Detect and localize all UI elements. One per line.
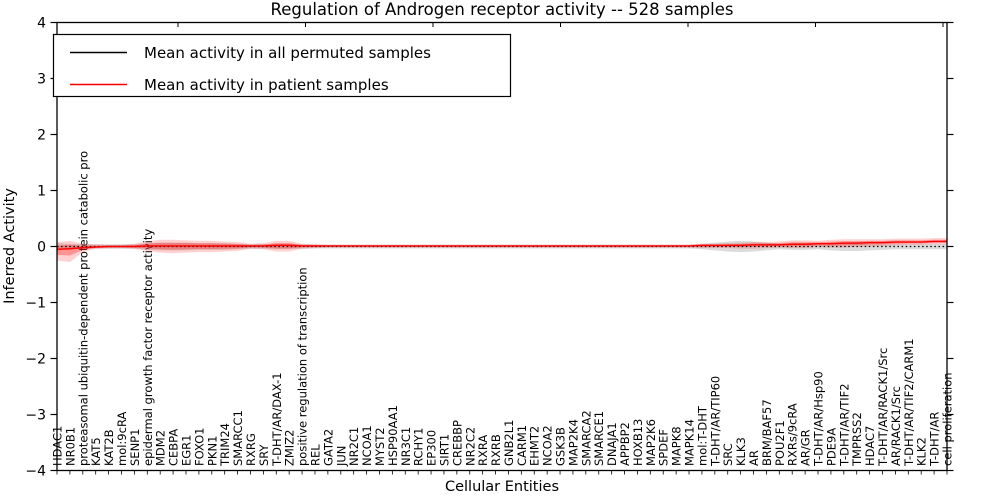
x-tick-label: T-DHT/AR/TIP60: [708, 376, 722, 467]
y-tick-label: −2: [25, 352, 46, 368]
x-tick-label: AR: [747, 450, 761, 466]
axis-ticks-group: −4 −3 −2 −1 0 1 2 3 4: [25, 16, 954, 480]
y-tick-label: −3: [25, 408, 46, 424]
legend: Mean activity in all permuted samples Me…: [52, 33, 512, 98]
x-tick-label: ZMIZ2: [283, 430, 297, 466]
patient-std-band-outer: [57, 238, 947, 263]
chart-title: Regulation of Androgen receptor activity…: [271, 0, 734, 19]
x-tick-label: GNB2L1: [502, 420, 516, 466]
x-tick-label: positive regulation of transcription: [296, 267, 310, 466]
x-tick-label: AR/GR: [799, 429, 813, 466]
x-tick-label: MYST2: [373, 427, 387, 466]
x-tick-label: REL: [308, 444, 322, 466]
x-tick-label: mol:9cRA: [115, 412, 129, 466]
x-tick-label: KLK3: [734, 437, 748, 466]
x-tick-label: NCOA1: [360, 425, 374, 466]
patient-std-band-inner: [57, 239, 947, 256]
x-tick-label: SRC: [721, 443, 735, 466]
x-tick-label: CARM1: [515, 425, 529, 466]
x-tick-label: SIRT1: [437, 434, 451, 466]
x-tick-label: RXRA: [476, 435, 490, 466]
x-tick-label: EHMT2: [528, 426, 542, 466]
x-tick-label: HDAC7: [863, 426, 877, 466]
legend-permuted-label: Mean activity in all permuted samples: [144, 44, 431, 62]
y-tick-label: 2: [37, 128, 46, 144]
x-tick-label: NR2C1: [347, 427, 361, 466]
y-tick-label: 1: [37, 184, 46, 200]
y-tick-label: 3: [37, 72, 46, 88]
x-tick-label: CEBPA: [167, 429, 181, 466]
x-tick-label: NR3C1: [399, 427, 413, 466]
x-tick-label: GSK3B: [554, 427, 568, 466]
x-tick-label: PDE9A: [824, 428, 838, 466]
x-tick-label: T-DHT/AR/TIF2/CARM1: [902, 338, 916, 467]
x-tick-label: RXRB: [489, 434, 503, 466]
x-tick-label: RXRG: [244, 433, 258, 466]
x-tick-label: KAT5: [89, 437, 103, 466]
x-tick-label: NR2C2: [463, 427, 477, 466]
x-tick-label: SPDEF: [657, 429, 671, 466]
x-tick-label: epidermal growth factor receptor activit…: [141, 229, 155, 466]
x-tick-label: PKN1: [205, 436, 219, 466]
x-tick-label: GATA2: [321, 429, 335, 466]
x-tick-label: BRM/BAF57: [760, 399, 774, 466]
x-tick-label: SRY: [257, 443, 271, 466]
x-tick-label: JUN: [334, 446, 348, 467]
legend-box: [52, 33, 512, 98]
x-tick-label: MAPK14: [683, 419, 697, 466]
patient-mean-line: [56, 240, 947, 250]
y-tick-label: −4: [25, 464, 46, 480]
x-tick-label: HSP90AA1: [386, 405, 400, 466]
x-tick-label: HOXB13: [631, 419, 645, 466]
x-tick-label: mol:T-DHT: [695, 405, 709, 466]
x-tick-label: AR/RACK1/Src: [889, 386, 903, 466]
mean-lines-group: [56, 240, 947, 250]
x-tick-label: CREBBP: [450, 420, 464, 466]
x-tick-label: NR0B1: [63, 427, 77, 466]
x-tick-label: T-DHT/AR/Hsp90: [812, 371, 826, 467]
x-tick-label: MDM2: [154, 430, 168, 466]
x-tick-label: NCOA2: [541, 425, 555, 466]
x-axis-label: Cellular Entities: [445, 479, 559, 495]
x-tick-label: MAPK8: [670, 426, 684, 466]
x-tick-label: FOXO1: [192, 428, 206, 466]
x-tick-label: TMPRSS2: [850, 412, 864, 467]
x-tick-label: DNAJA1: [605, 422, 619, 466]
y-tick-label: −1: [25, 296, 46, 312]
x-tick-label: T-DHT/AR/RACK1/Src: [876, 348, 890, 467]
x-tick-label: T-DHT/AR/TIF2: [837, 383, 851, 467]
x-tick-label: EGR1: [179, 435, 193, 467]
x-tick-label: TRIM24: [218, 423, 232, 467]
y-tick-label: 0: [37, 240, 46, 256]
x-tick-label: MAP2K4: [566, 419, 580, 466]
x-tick-label: MAP2K6: [644, 419, 658, 466]
x-tick-label: proteasomal ubiquitin-dependent protein …: [76, 151, 90, 466]
x-tick-label: SENP1: [128, 429, 142, 466]
x-tick-label: T-DHT/AR/DAX-1: [270, 372, 284, 467]
x-tick-label: RCHY1: [412, 428, 426, 466]
x-tick-label: EP300: [425, 430, 439, 466]
legend-patient-label: Mean activity in patient samples: [144, 76, 389, 94]
y-axis-label: Inferred Activity: [2, 188, 18, 304]
x-tick-label: SMARCC1: [231, 410, 245, 466]
x-tick-label: RXRs/9cRA: [786, 403, 800, 466]
x-tick-label: KAT2B: [102, 429, 116, 466]
x-tick-label: SMARCE1: [592, 411, 606, 466]
x-tick-label: SMARCA2: [579, 410, 593, 466]
x-tick-label: KLK2: [915, 437, 929, 466]
y-tick-label: 4: [37, 16, 46, 32]
x-tick-label: T-DHT/AR: [928, 412, 942, 467]
x-tick-label: POU2F1: [773, 420, 787, 466]
x-tick-label: APPBP2: [618, 422, 632, 466]
